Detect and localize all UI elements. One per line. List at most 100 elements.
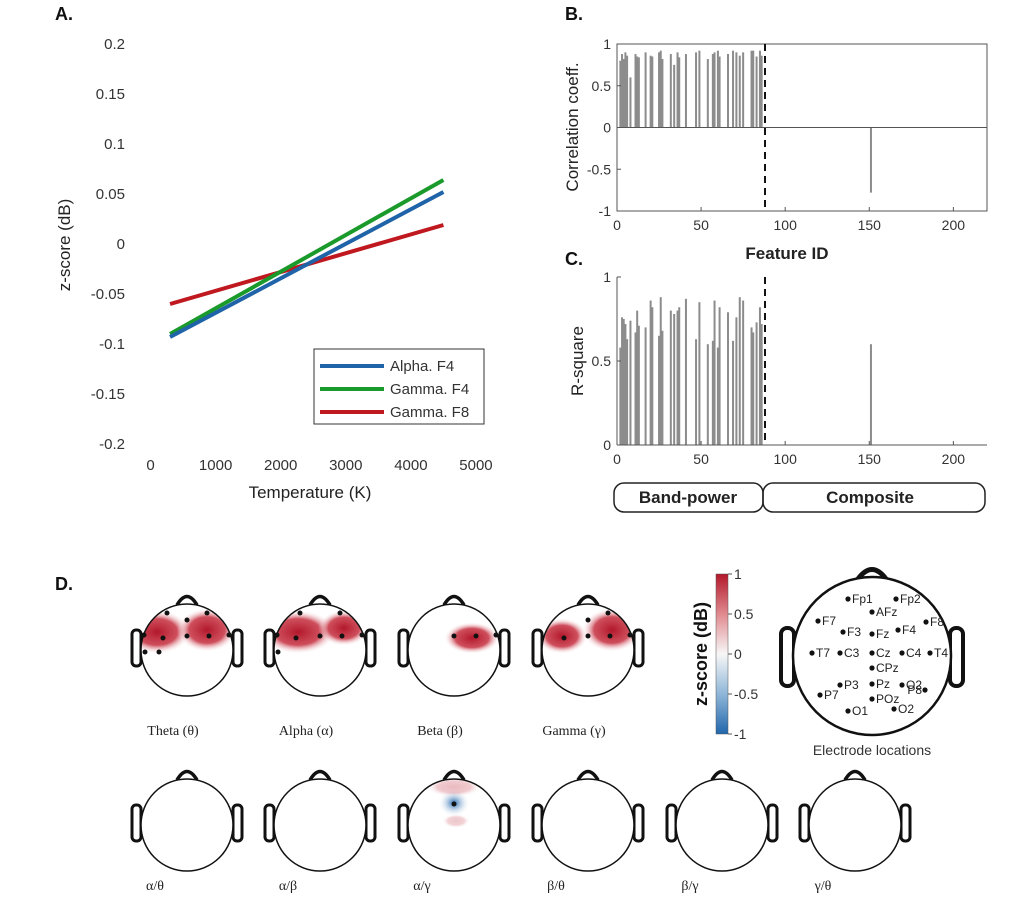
panel-a-legend: Alpha. F4 Gamma. F4 Gamma. F8 <box>313 348 485 425</box>
bar <box>651 307 654 445</box>
right-ear <box>632 803 645 843</box>
bar <box>742 300 745 445</box>
heat-blob <box>444 622 500 654</box>
ratio-topomap-3: β/θ <box>531 769 645 894</box>
bar <box>658 52 661 128</box>
panel-label-d: D. <box>55 574 73 594</box>
y-tick-label: 0.2 <box>104 36 125 53</box>
colorbar-tick-label: 0.5 <box>734 606 754 622</box>
x-tick-label: 50 <box>693 217 709 233</box>
ratio-topomap-0: α/θ <box>130 769 244 894</box>
y-tick-label: -0.15 <box>91 386 125 403</box>
panel-label-a: A. <box>55 4 73 24</box>
ratio-topomap-label: α/θ <box>146 879 164 894</box>
topomap-label: Theta (θ) <box>147 724 199 739</box>
bar <box>698 302 701 445</box>
electrode-dot <box>337 610 343 616</box>
bar <box>644 52 647 128</box>
colorbar: 1 0.5 0 -0.5 -1 z-score (dB) <box>691 566 758 742</box>
group-label-composite: Composite <box>826 488 914 507</box>
electrode-dot <box>927 650 933 656</box>
electrode-dot <box>817 692 823 698</box>
y-tick-label: -1 <box>599 203 612 219</box>
electrode-dot <box>293 635 299 641</box>
electrode-label: POz <box>876 692 899 706</box>
right-ear <box>632 628 645 668</box>
bar <box>713 52 716 128</box>
panel-c-x-ticks: 0 50 100 150 200 <box>613 441 965 467</box>
x-tick-label: 0 <box>146 457 154 474</box>
scalp-outline <box>140 603 234 697</box>
right-ear <box>498 803 511 843</box>
panel-b-y-ticks: 1 0.5 0 -0.5 -1 <box>587 36 621 219</box>
bar <box>869 127 872 193</box>
electrode-label: Fp2 <box>900 592 921 606</box>
group-label-band-power: Band-power <box>639 488 738 507</box>
electrode-dot <box>891 706 897 712</box>
electrode-label: F4 <box>902 623 916 637</box>
bar <box>735 52 738 128</box>
y-tick-label: -0.1 <box>99 336 125 353</box>
electrode-label: T7 <box>816 646 830 660</box>
electrode-dot <box>585 633 591 639</box>
panel-d-topomaps: Theta (θ) Alpha (α) Beta (β) Gamma (γ) α/θ α… <box>130 566 965 894</box>
electrode-dot <box>607 633 613 639</box>
panel-b-x-label: Feature ID <box>745 244 828 263</box>
electrode-dot <box>845 596 851 602</box>
scalp-outline <box>273 778 367 872</box>
panel-b-x-ticks: 0 50 100 150 200 <box>613 207 965 233</box>
bar <box>760 324 763 445</box>
left-ear <box>263 803 276 843</box>
bar <box>727 312 729 445</box>
electrode-dot <box>869 696 875 702</box>
left-ear <box>130 803 143 843</box>
panel-b-y-label: Correlation coeff. <box>563 62 582 191</box>
bar <box>750 50 753 128</box>
bar <box>706 344 709 445</box>
bar <box>673 64 676 128</box>
bar <box>676 52 679 128</box>
electrode-label: F3 <box>847 625 861 639</box>
left-ear <box>397 628 410 668</box>
x-tick-label: 100 <box>774 451 798 467</box>
legend-label-gamma-f4: Gamma. F4 <box>390 381 469 398</box>
bar <box>752 50 755 128</box>
bar <box>698 50 701 128</box>
bar <box>621 54 624 128</box>
bar <box>629 320 632 445</box>
heat-blob <box>442 814 470 828</box>
panel-c-bar-chart: 10.50 0 50 100 150 200 R-square Band-power C… <box>568 269 987 513</box>
y-tick-label: 0 <box>603 120 611 136</box>
x-tick-label: 200 <box>942 217 966 233</box>
bar <box>636 56 639 128</box>
topomap-2: Beta (β) <box>397 594 511 739</box>
electrode-label: F8 <box>930 615 944 629</box>
topomap-1: Alpha (α) <box>263 594 377 739</box>
series-line-0 <box>169 190 445 339</box>
x-tick-label: 200 <box>942 451 966 467</box>
electrode-dot <box>164 610 170 616</box>
scalp-outline <box>140 778 234 872</box>
electrode-dot <box>156 649 162 655</box>
topomap-row-bands: Theta (θ) Alpha (α) Beta (β) Gamma (γ) <box>130 594 645 739</box>
left-ear <box>665 803 678 843</box>
nose <box>175 594 199 606</box>
bar <box>636 310 639 445</box>
bar <box>711 340 714 445</box>
right-ear <box>364 628 377 668</box>
nose <box>442 769 466 781</box>
colorbar-tick-label: -1 <box>734 726 747 742</box>
colorbar-label: z-score (dB) <box>691 602 711 706</box>
bar <box>661 59 664 128</box>
scalp-outline <box>273 603 367 697</box>
panel-c-y-ticks: 10.50 <box>592 269 621 453</box>
y-tick-label: 0 <box>603 437 611 453</box>
electrode-dot <box>142 649 148 655</box>
electrode-dot <box>184 617 190 623</box>
electrode-dot <box>493 632 499 638</box>
bar <box>634 332 637 445</box>
electrode-dot <box>184 633 190 639</box>
right-ear <box>231 803 244 843</box>
